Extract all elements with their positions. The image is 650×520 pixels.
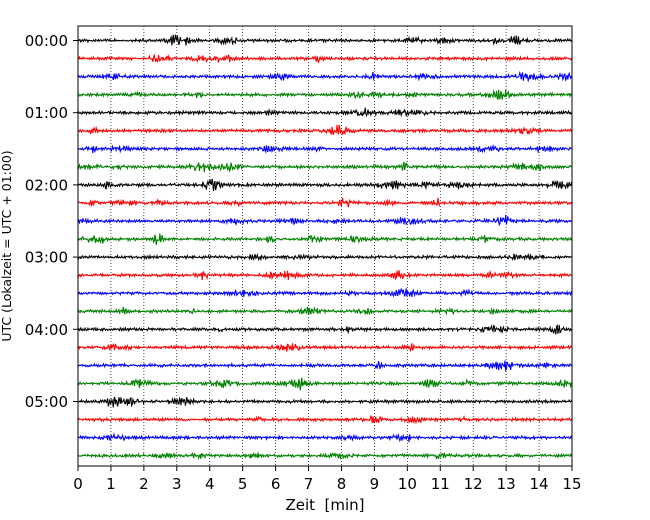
trace-0545 <box>77 451 573 461</box>
trace-0445 <box>77 377 573 391</box>
x-tick-label: 5 <box>238 475 248 493</box>
y-tick-label: 03:00 <box>25 249 68 267</box>
trace-0230 <box>77 214 573 227</box>
trace-0215 <box>77 197 573 208</box>
trace-0515 <box>77 415 573 425</box>
x-tick-label: 8 <box>337 475 347 493</box>
x-tick-label: 13 <box>497 475 516 493</box>
x-tick-label: 2 <box>139 475 149 493</box>
trace-0345 <box>77 306 573 316</box>
x-tick-label: 7 <box>304 475 314 493</box>
x-tick-label: 10 <box>398 475 417 493</box>
y-tick-label: 02:00 <box>25 176 68 194</box>
grid-lines <box>110 26 540 466</box>
x-tick-label: 3 <box>172 475 182 493</box>
y-axis: 00:00 01:00 02:00 03:00 04:00 05:00 <box>25 32 78 411</box>
x-tick-label: 12 <box>464 475 483 493</box>
trace-0300 <box>77 252 573 262</box>
y-axis-title: UTC (Lokalzeit = UTC + 01:00) <box>0 150 14 341</box>
x-tick-label: 0 <box>73 475 83 493</box>
plot-frame <box>77 25 573 467</box>
x-axis-title: Zeit [min] <box>285 496 364 514</box>
x-tick-label: 9 <box>370 475 380 493</box>
trace-0330 <box>77 287 573 298</box>
y-tick-label: 04:00 <box>25 321 68 339</box>
trace-0015 <box>77 53 573 64</box>
trace-0430 <box>77 360 573 373</box>
trace-0100 <box>77 107 573 118</box>
trace-0415 <box>77 342 573 353</box>
trace-0115 <box>77 124 573 136</box>
trace-0400 <box>77 323 573 335</box>
x-axis: 0 1 2 3 4 5 6 7 8 9 10 11 12 13 14 15 <box>73 466 582 493</box>
trace-0315 <box>77 269 573 281</box>
y-tick-label: 00:00 <box>25 32 68 50</box>
y-tick-label: 01:00 <box>25 104 68 122</box>
plot-area <box>78 26 572 466</box>
x-tick-label: 6 <box>271 475 281 493</box>
trace-0245 <box>77 233 573 245</box>
y-tick-label: 05:00 <box>25 393 68 411</box>
trace-0000 <box>77 34 573 46</box>
trace-0500 <box>77 396 573 408</box>
x-tick-label: 15 <box>562 475 581 493</box>
trace-0200 <box>77 178 573 192</box>
x-tick-label: 14 <box>530 475 549 493</box>
x-tick-label: 11 <box>431 475 450 493</box>
trace-0130 <box>77 143 573 154</box>
trace-0045 <box>77 89 573 101</box>
trace-0145 <box>77 161 573 173</box>
trace-0030 <box>77 70 573 83</box>
trace-0530 <box>77 432 573 443</box>
x-tick-label: 4 <box>205 475 215 493</box>
trace-group <box>77 34 573 461</box>
x-tick-label: 1 <box>106 475 116 493</box>
